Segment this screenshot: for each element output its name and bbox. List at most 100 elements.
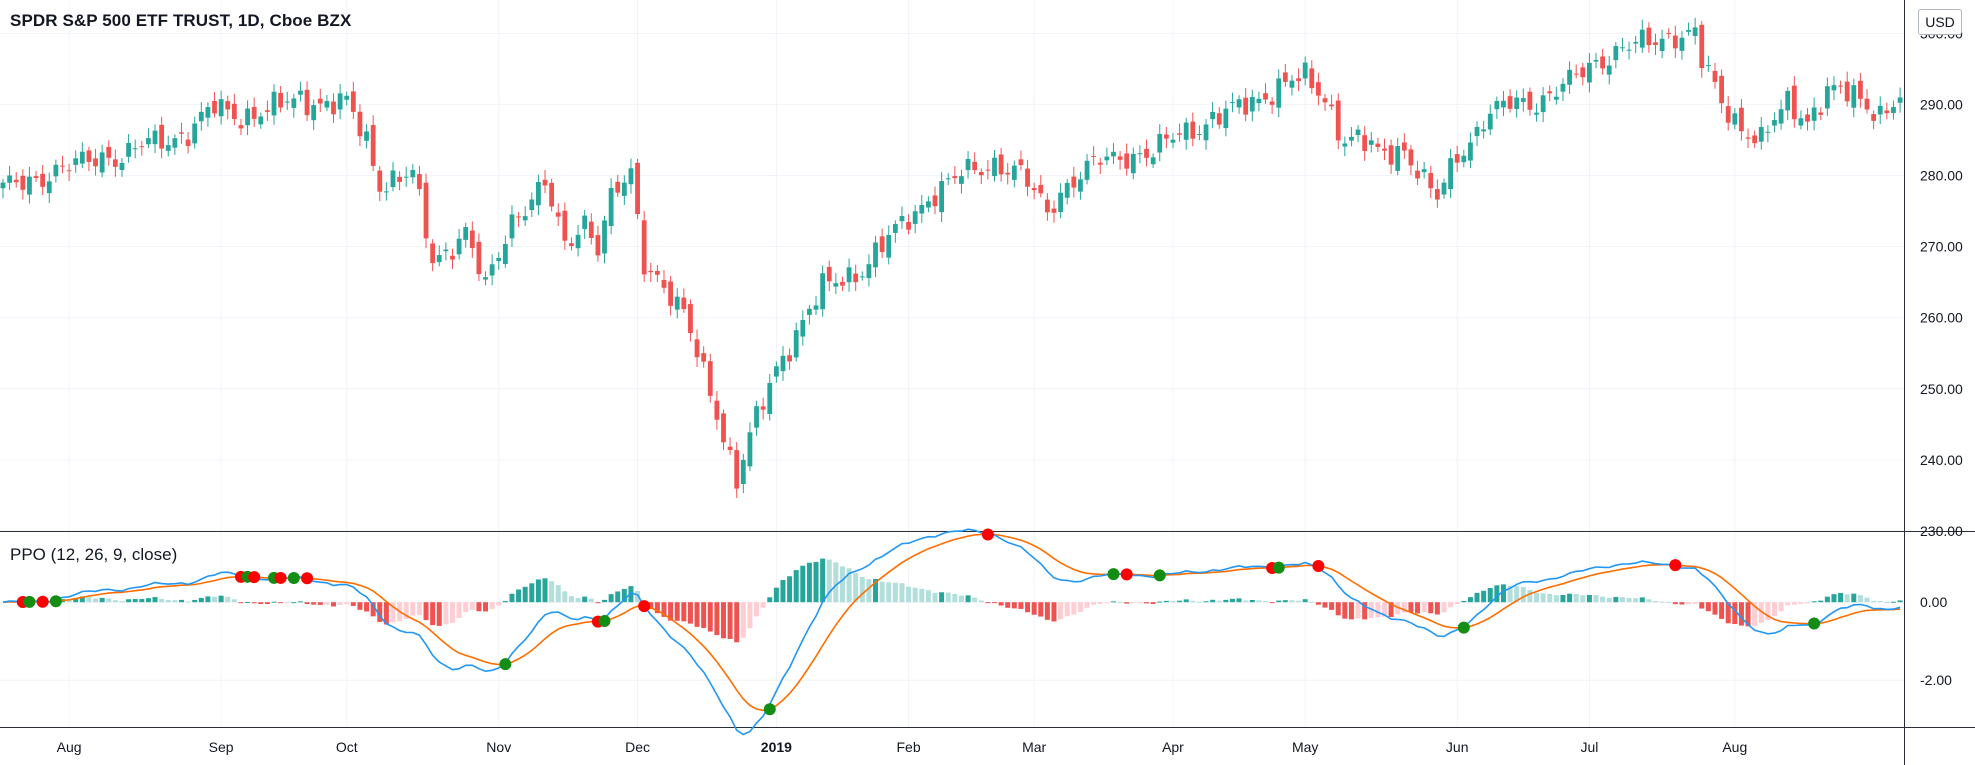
candle-body — [1276, 78, 1282, 108]
candle-body — [1415, 170, 1420, 179]
candle-body — [1111, 151, 1116, 157]
ppo-histogram-bar — [806, 562, 812, 603]
ppo-histogram-bar — [1884, 601, 1890, 603]
ppo-histogram-bar — [1150, 602, 1156, 604]
ppo-histogram-bar — [1481, 590, 1487, 603]
time-tick-label: Feb — [897, 739, 921, 755]
candle-body — [509, 214, 515, 239]
ppo-histogram-bar — [952, 593, 958, 603]
currency-button[interactable]: USD — [1918, 9, 1962, 35]
candle-body — [1428, 173, 1434, 189]
ppo-histogram-bar — [1507, 585, 1513, 603]
ppo-histogram-bar — [1567, 593, 1573, 603]
candle-body — [886, 234, 892, 258]
ppo-histogram-bar — [1395, 602, 1401, 615]
candle-body — [1620, 47, 1625, 49]
ppo-histogram-bar — [773, 587, 779, 603]
ppo-histogram-bar — [231, 599, 237, 603]
price-grid — [0, 0, 1904, 727]
time-tick-label: Jun — [1446, 739, 1469, 755]
ppo-cross-down-marker — [1312, 560, 1325, 573]
ppo-cross-down-marker — [274, 571, 287, 584]
candle-body — [1342, 143, 1348, 147]
candle-body — [258, 116, 264, 125]
ppo-histogram-bar — [1077, 602, 1083, 612]
ppo-histogram-bar — [668, 602, 674, 621]
candle-body — [734, 450, 740, 489]
ppo-histogram-bar — [925, 590, 931, 603]
ppo-histogram-bar — [317, 602, 323, 605]
candle-body — [562, 210, 568, 241]
time-axis: Aug Sep Oct Nov Dec 2019 Feb Mar Apr May Jun Jul Aug — [57, 739, 1748, 755]
candle-body — [1778, 109, 1784, 124]
candle-body — [1653, 42, 1658, 45]
ppo-histogram-bar — [1752, 602, 1758, 627]
candle-body — [40, 173, 46, 187]
ppo-histogram-bar — [859, 576, 865, 603]
candle-body — [1269, 101, 1275, 105]
candle-body — [1474, 126, 1480, 137]
ppo-histogram-bar — [965, 595, 971, 603]
candle-body — [972, 161, 978, 171]
candle-body — [1005, 172, 1011, 175]
candle-body — [1170, 139, 1176, 143]
candle-body — [483, 277, 488, 280]
candle-body — [1448, 158, 1453, 190]
candle-body — [674, 296, 680, 310]
candle-body — [800, 319, 806, 337]
time-tick-label: Nov — [486, 739, 511, 755]
candle-body — [1646, 27, 1652, 46]
ppo-histogram — [7, 558, 1903, 643]
candle-body — [126, 142, 131, 157]
candle-body — [1355, 129, 1361, 135]
candle-body — [1263, 93, 1268, 100]
candle-body — [1547, 91, 1553, 94]
ppo-cross-up-marker — [287, 571, 300, 584]
candle-body — [919, 204, 925, 214]
ppo-cross-up-marker — [1153, 569, 1166, 582]
candle-body — [1666, 32, 1672, 34]
candle-body — [1124, 153, 1130, 169]
candle-body — [747, 432, 753, 467]
ppo-cross-up-marker — [1808, 617, 1821, 630]
candle-body — [502, 243, 508, 265]
ppo-histogram-bar — [1877, 600, 1883, 603]
ppo-histogram-bar — [93, 598, 99, 603]
ppo-histogram-bar — [1229, 598, 1235, 603]
ppo-signal-line — [2, 533, 1901, 712]
candle-body — [390, 170, 396, 188]
ppo-histogram-bar — [1428, 602, 1434, 614]
ppo-histogram-bar — [192, 599, 198, 603]
candle-body — [1560, 83, 1566, 92]
candle-body — [119, 162, 125, 170]
chart-title: SPDR S&P 500 ETF TRUST, 1D, Cboe BZX — [10, 11, 352, 30]
candle-body — [1157, 133, 1163, 153]
candle-body — [1130, 153, 1136, 174]
ppo-histogram-bar — [1619, 597, 1625, 603]
ppo-histogram-bar — [1322, 602, 1328, 608]
candle-body — [575, 234, 581, 249]
ppo-histogram-bar — [1183, 599, 1189, 603]
candle-body — [813, 305, 819, 310]
candle-body — [1137, 153, 1143, 155]
ppo-histogram-bar — [383, 602, 389, 625]
ppo-histogram-bar — [350, 602, 356, 606]
candle-body — [1534, 112, 1539, 115]
ppo-histogram-bar — [264, 602, 270, 605]
candle-body — [978, 172, 984, 176]
candle-body — [1844, 81, 1850, 102]
candle-body — [773, 366, 779, 377]
candle-body — [701, 353, 707, 362]
candle-body — [324, 101, 330, 108]
ppo-histogram-bar — [1058, 602, 1064, 620]
candle-body — [1805, 114, 1810, 122]
candle-body — [165, 145, 171, 151]
ppo-histogram-bar — [1342, 602, 1348, 619]
ppo-histogram-bar — [1600, 596, 1606, 603]
ppo-histogram-bar — [595, 602, 601, 604]
candle-body — [780, 355, 786, 372]
ppo-histogram-bar — [198, 597, 204, 603]
candle-body — [1831, 85, 1837, 91]
ppo-histogram-bar — [1448, 602, 1454, 608]
